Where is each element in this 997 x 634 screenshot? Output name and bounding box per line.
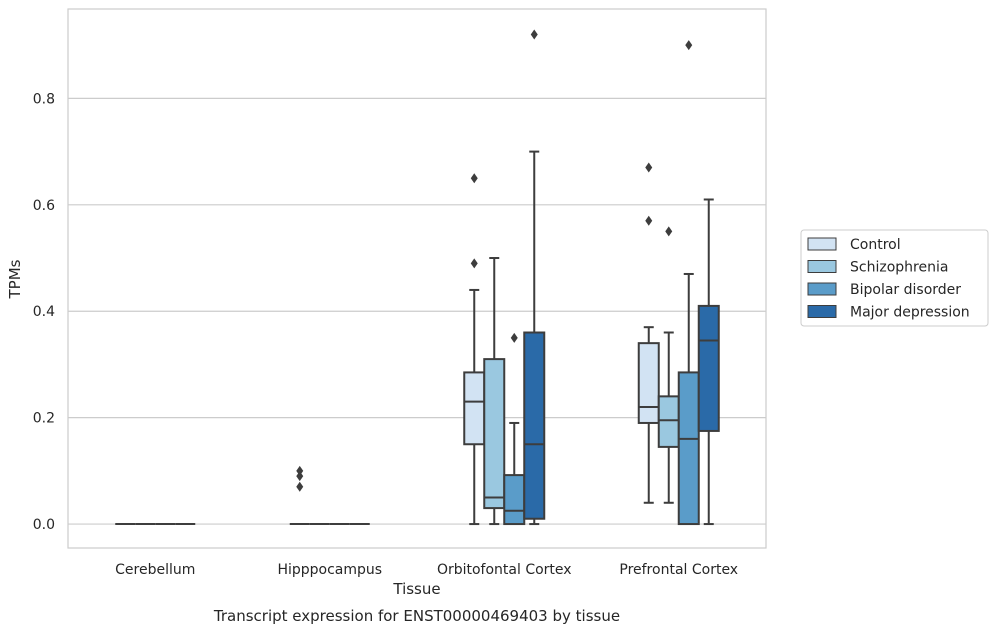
legend-swatch (807, 305, 837, 318)
legend-swatch (807, 282, 837, 296)
chart-title: Transcript expression for ENST0000046940… (213, 607, 620, 625)
legend-frame (800, 229, 989, 327)
outlier-point (296, 465, 304, 476)
box-bipolar-disorder (677, 40, 700, 526)
box-iqr (697, 304, 720, 432)
box-schizophrenia (657, 226, 680, 504)
y-axis-label: TPMs (6, 259, 24, 299)
box-iqr (503, 474, 526, 526)
outlier-point (645, 162, 653, 173)
legend-label: Schizophrenia (850, 260, 948, 276)
outlier-point (470, 258, 478, 269)
x-tick-label: Orbitofontal Cortex (437, 562, 572, 578)
legend-label: Major depression (850, 305, 970, 321)
box-iqr (637, 342, 660, 424)
box-control (637, 162, 660, 504)
plot-area (67, 8, 767, 549)
box-iqr (483, 358, 506, 510)
y-tick-label: 0.2 (33, 411, 55, 427)
box-iqr (657, 395, 680, 448)
box-major-depression (523, 29, 546, 526)
legend-label: Bipolar disorder (850, 282, 961, 298)
outlier-point (685, 40, 693, 51)
x-axis-label: Tissue (392, 580, 440, 598)
box-control (289, 465, 310, 526)
legend-swatch (807, 260, 837, 273)
box-iqr (677, 371, 700, 526)
outlier-point (665, 226, 673, 237)
box-major-depression (697, 198, 720, 526)
outlier-point (645, 215, 653, 226)
outlier-point (296, 471, 304, 482)
legend-swatch (807, 237, 837, 251)
x-tick-label: Prefrontal Cortex (619, 562, 738, 578)
y-tick-label: 0.6 (33, 198, 55, 214)
y-tick-label: 0.0 (33, 517, 55, 533)
outlier-point (510, 332, 518, 343)
legend: Control Schizophrenia Bipolar disorder Majo… (800, 229, 989, 327)
x-axis-ticks: Cerebellum Hipppocampus Orbitofontal Corte… (115, 562, 738, 578)
box-iqr (463, 371, 486, 446)
box-schizophrenia (483, 257, 506, 526)
outlier-point (296, 481, 304, 492)
legend-label: Control (850, 237, 901, 253)
y-tick-label: 0.8 (33, 91, 55, 107)
y-tick-label: 0.4 (33, 304, 55, 320)
outlier-point (470, 173, 478, 184)
y-axis-ticks: 0.0 0.2 0.4 0.6 0.8 (33, 91, 55, 533)
box-groups (115, 29, 720, 526)
x-tick-label: Hipppocampus (277, 562, 382, 578)
outlier-point (530, 29, 538, 40)
box-iqr (523, 331, 546, 520)
x-tick-label: Cerebellum (115, 562, 195, 578)
